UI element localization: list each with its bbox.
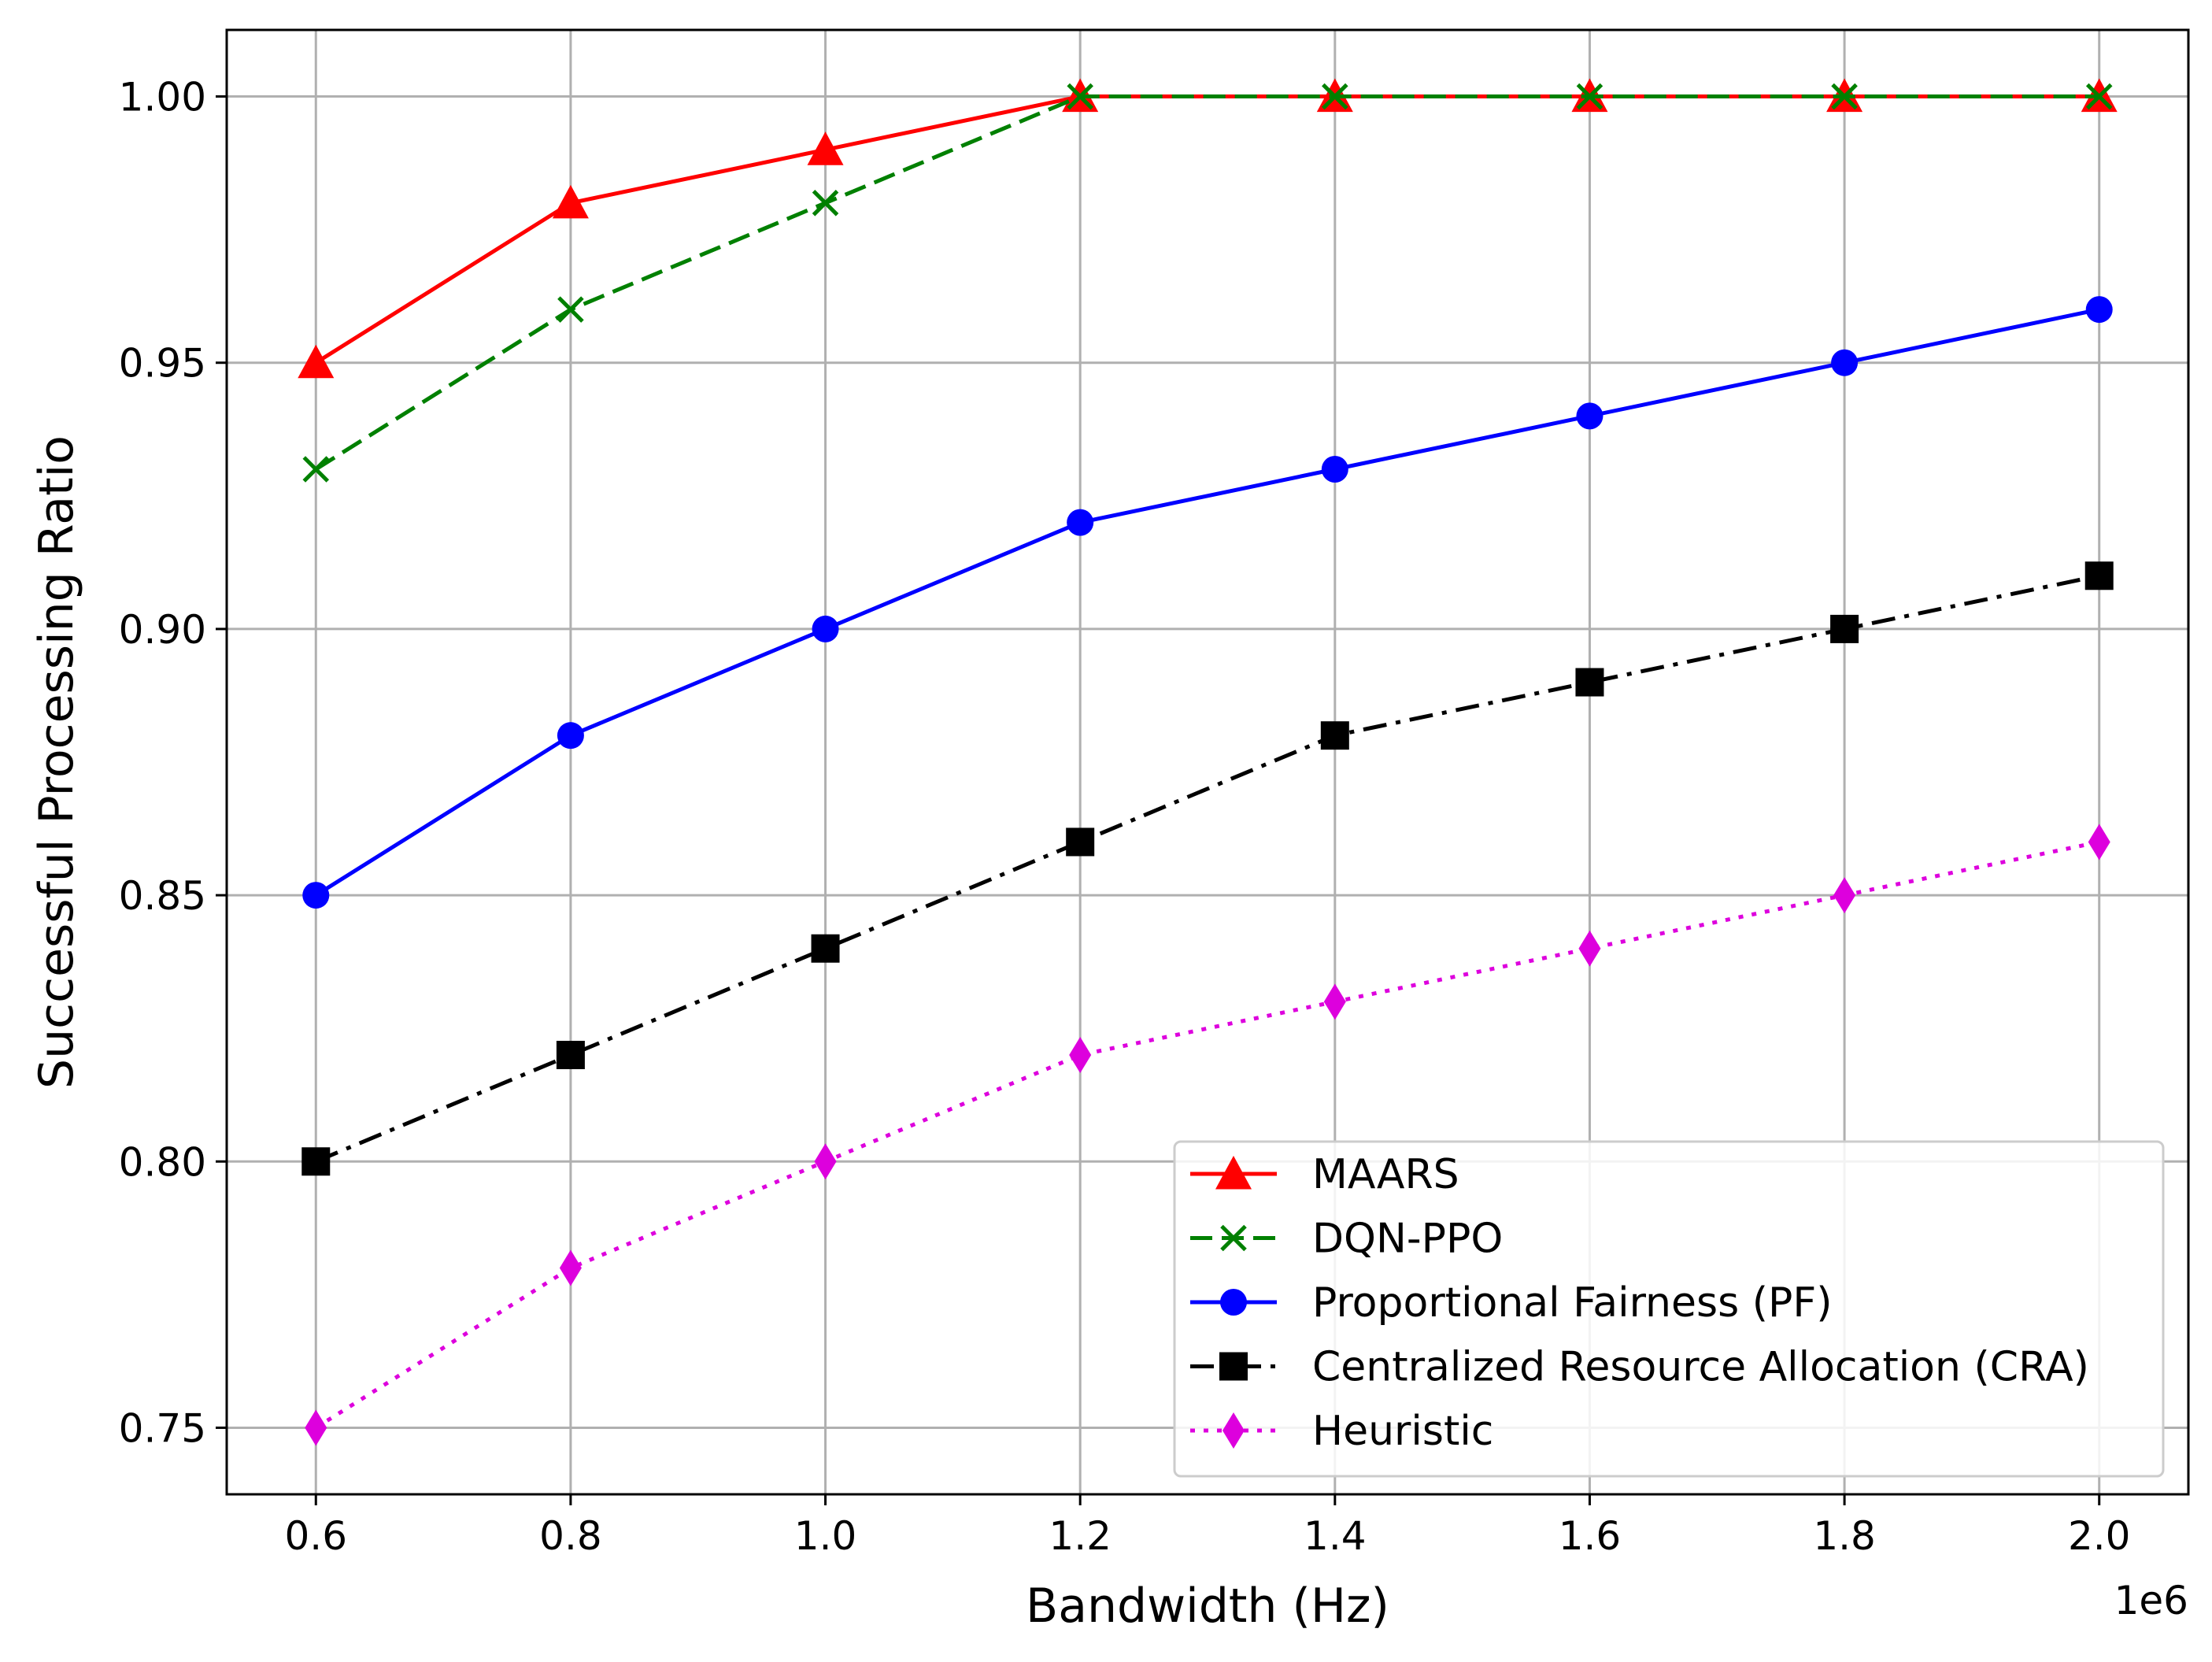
data-point-square bbox=[811, 934, 840, 963]
legend-item: DQN-PPO bbox=[1190, 1216, 1503, 1263]
y-tick-label: 0.95 bbox=[119, 341, 206, 387]
data-point-square bbox=[2084, 561, 2114, 590]
legend-label: Centralized Resource Allocation (CRA) bbox=[1312, 1344, 2089, 1391]
x-axis-title: Bandwidth (Hz) bbox=[1026, 1579, 1389, 1634]
legend-label: DQN-PPO bbox=[1312, 1216, 1503, 1263]
data-point-diamond bbox=[559, 1249, 582, 1286]
data-point-x bbox=[302, 456, 330, 483]
x-tick-label: 1.2 bbox=[1049, 1513, 1112, 1559]
data-point-circle bbox=[812, 615, 839, 642]
legend-item: Proportional Fairness (PF) bbox=[1190, 1279, 1833, 1327]
legend-item: Centralized Resource Allocation (CRA) bbox=[1190, 1344, 2089, 1391]
series-line bbox=[315, 573, 2100, 1164]
y-tick-label: 0.75 bbox=[119, 1405, 206, 1451]
series-heuristic bbox=[305, 824, 2110, 1446]
plot-frame bbox=[225, 28, 2190, 1496]
data-point-circle bbox=[1220, 1289, 1247, 1316]
data-point-x bbox=[1831, 83, 1858, 110]
series-line bbox=[314, 307, 2100, 898]
series-centralized-resource-allocation-cra bbox=[301, 561, 2114, 1176]
data-point-diamond bbox=[1833, 877, 1856, 914]
data-point-square bbox=[1575, 668, 1604, 697]
data-point-x bbox=[1322, 83, 1348, 110]
data-point-diamond bbox=[1223, 1412, 1245, 1449]
data-point-x bbox=[812, 190, 839, 217]
data-point-diamond bbox=[1069, 1037, 1092, 1073]
data-point-diamond bbox=[1578, 930, 1601, 967]
data-point-x bbox=[1220, 1224, 1247, 1252]
x-axis-offset-label: 1e6 bbox=[2114, 1578, 2188, 1623]
x-tick-label: 0.8 bbox=[539, 1513, 602, 1559]
x-tick-label: 1.0 bbox=[794, 1513, 857, 1559]
data-point-x bbox=[2085, 83, 2113, 110]
data-point-square bbox=[1219, 1352, 1248, 1381]
data-point-square bbox=[1830, 614, 1859, 643]
data-point-circle bbox=[1831, 349, 1859, 376]
data-point-square bbox=[301, 1147, 331, 1176]
data-point-diamond bbox=[1323, 983, 1346, 1020]
data-point-diamond bbox=[814, 1143, 837, 1180]
data-point-diamond bbox=[305, 1409, 327, 1446]
legend-box bbox=[1173, 1140, 2165, 1478]
legend-item: MAARS bbox=[1190, 1151, 1459, 1198]
y-axis-title: Successful Processing Ratio bbox=[29, 435, 84, 1089]
data-point-x bbox=[1576, 83, 1604, 110]
series-dqn-ppo bbox=[302, 83, 2113, 483]
data-point-circle bbox=[302, 882, 330, 909]
axis-ticks: 0.6 0.8 1.0 1.2 1.4 1.6 1.8 2.0 0.75 0.80 0.85 0.90… bbox=[119, 75, 2131, 1559]
x-tick-label: 0.6 bbox=[285, 1513, 348, 1559]
data-point-circle bbox=[1321, 456, 1348, 483]
data-point-circle bbox=[1067, 509, 1094, 536]
y-tick-label: 1.00 bbox=[119, 75, 206, 120]
legend-label: Proportional Fairness (PF) bbox=[1312, 1279, 1833, 1327]
legend-item: Heuristic bbox=[1190, 1408, 1493, 1455]
series-proportional-fairness-pf bbox=[302, 296, 2113, 909]
data-point-square bbox=[556, 1041, 585, 1069]
data-point-circle bbox=[557, 722, 584, 750]
legend-label: MAARS bbox=[1312, 1151, 1459, 1198]
x-tick-label: 1.4 bbox=[1304, 1513, 1367, 1559]
legend-label: Heuristic bbox=[1312, 1408, 1493, 1455]
x-tick-label: 2.0 bbox=[2068, 1513, 2131, 1559]
y-tick-label: 0.85 bbox=[119, 873, 206, 919]
data-point-triangle bbox=[807, 131, 844, 165]
data-point-square bbox=[1320, 721, 1349, 750]
y-tick-label: 0.80 bbox=[119, 1139, 206, 1185]
data-point-diamond bbox=[2088, 824, 2110, 861]
data-point-triangle bbox=[552, 184, 589, 219]
x-tick-label: 1.6 bbox=[1559, 1513, 1622, 1559]
data-point-x bbox=[557, 296, 584, 323]
data-point-circle bbox=[2085, 296, 2113, 324]
series-line bbox=[314, 94, 2099, 472]
data-point-triangle bbox=[298, 344, 335, 379]
x-tick-label: 1.8 bbox=[1813, 1513, 1876, 1559]
data-point-x bbox=[1067, 83, 1093, 110]
legend: MAARS DQN-PPO Proportional Fairness (PF) Ce… bbox=[1173, 1140, 2165, 1478]
data-point-circle bbox=[1576, 402, 1604, 430]
data-point-square bbox=[1066, 827, 1095, 857]
data-point-triangle bbox=[1215, 1156, 1252, 1190]
y-tick-label: 0.90 bbox=[119, 607, 206, 653]
series-layer bbox=[298, 78, 2118, 1446]
